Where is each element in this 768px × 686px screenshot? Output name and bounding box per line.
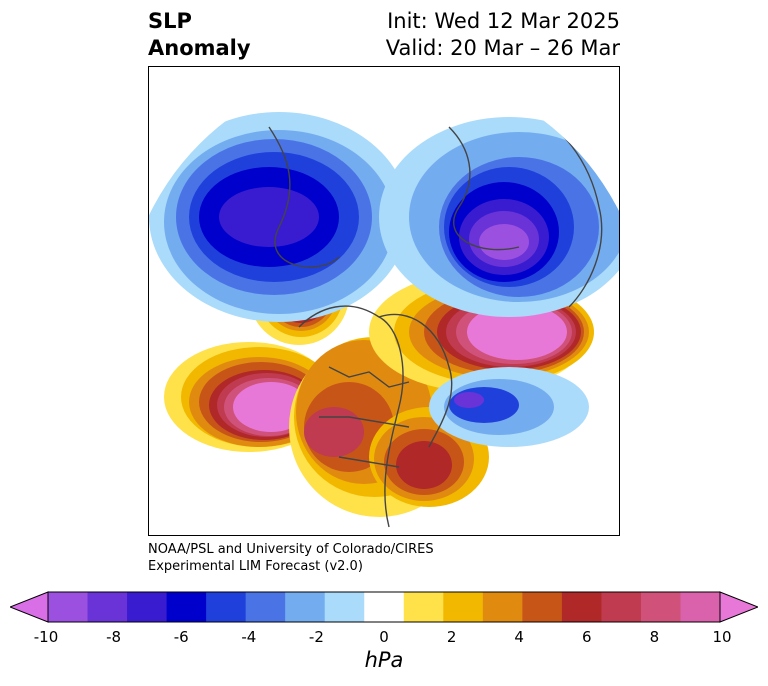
colorbar-tick-label: -4 xyxy=(241,628,257,646)
colorbar-tick-label: -6 xyxy=(173,628,189,646)
colorbar-bin xyxy=(364,592,405,622)
low-mid-atlantic xyxy=(429,367,589,447)
colorbar-bin xyxy=(443,592,484,622)
colorbar-extend-low xyxy=(8,591,49,623)
title-variable-2: Anomaly xyxy=(148,36,251,60)
colorbar-bin xyxy=(285,592,326,622)
colorbar-unit: hPa xyxy=(364,648,404,672)
credit-text: NOAA/PSL and University of Colorado/CIRE… xyxy=(148,541,434,575)
colorbar-tick-label: 6 xyxy=(582,628,592,646)
colorbar-bin xyxy=(206,592,247,622)
colorbar-bin xyxy=(127,592,168,622)
colorbar-bin xyxy=(324,592,365,622)
colorbar-tick-label: 0 xyxy=(379,628,389,646)
forecast-dates: Init: Wed 12 Mar 2025 Valid: 20 Mar – 26… xyxy=(386,8,620,62)
map-panel xyxy=(148,66,620,536)
colorbar-tick-label: 10 xyxy=(712,628,732,646)
colorbar-tick-label: 4 xyxy=(514,628,524,646)
title-variable: SLP xyxy=(148,9,192,33)
colorbar-bin xyxy=(522,592,563,622)
colorbar-extend-high xyxy=(719,591,760,623)
colorbar-bin xyxy=(482,592,523,622)
colorbar-tick-label: -2 xyxy=(308,628,324,646)
init-date: Init: Wed 12 Mar 2025 xyxy=(387,9,620,33)
map-title: SLP Anomaly xyxy=(148,8,251,62)
colorbar-tick-label: 8 xyxy=(649,628,660,646)
colorbar-frame xyxy=(47,591,721,623)
colorbar-tick-label: -10 xyxy=(33,628,59,646)
colorbar-bin xyxy=(245,592,286,622)
colorbar-tick-label: -8 xyxy=(106,628,122,646)
colorbar-tick-label: 2 xyxy=(446,628,457,646)
colorbar-bin xyxy=(640,592,681,622)
colorbar-svg xyxy=(8,591,760,623)
low-siberia xyxy=(379,117,619,317)
colorbar-bin xyxy=(166,592,207,622)
colorbar-bin xyxy=(403,592,444,622)
colorbar-bin xyxy=(680,592,721,622)
slp-anomaly-map xyxy=(149,106,619,528)
colorbar-bin xyxy=(561,592,602,622)
colorbar-bin xyxy=(48,592,89,622)
low-east-asia xyxy=(149,112,409,322)
credit-line-1: NOAA/PSL and University of Colorado/CIRE… xyxy=(148,542,434,557)
colorbar-bin xyxy=(87,592,128,622)
high-eastern-us xyxy=(369,407,489,507)
colorbar-bin xyxy=(601,592,642,622)
valid-range: Valid: 20 Mar – 26 Mar xyxy=(385,36,620,60)
credit-line-2: Experimental LIM Forecast (v2.0) xyxy=(148,559,363,574)
colorbar xyxy=(8,590,760,624)
